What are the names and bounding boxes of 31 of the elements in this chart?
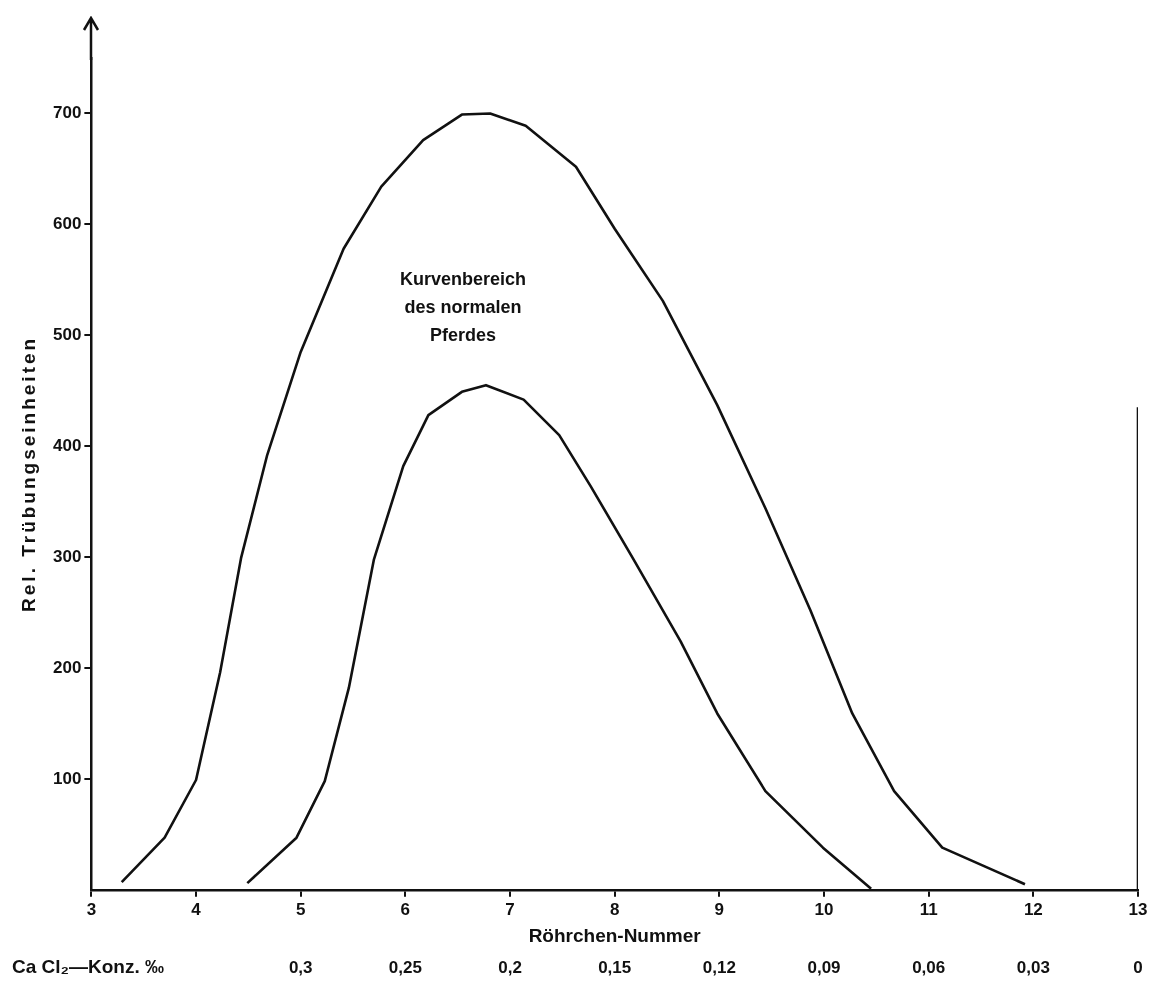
text: 0 <box>1133 957 1143 977</box>
x-axis-title: Röhrchen-Nummer <box>528 924 702 946</box>
y-tick-label: 300 <box>52 546 82 566</box>
x-tick-label: 8 <box>609 899 620 919</box>
x-tick-label: 10 <box>814 899 834 919</box>
x-tick-label: 11 <box>919 899 938 919</box>
x-tick-label: 7 <box>505 899 515 919</box>
x-tick-label: 6 <box>400 899 411 919</box>
y-tick-label: 600 <box>52 214 82 234</box>
y-axis-title: Rel. Trübungseinheiten <box>18 335 40 612</box>
text: 0,12 <box>702 957 736 977</box>
y-tick-label: 500 <box>52 324 82 344</box>
x-tick-label: 9 <box>714 899 725 919</box>
text: 0,25 <box>388 957 422 977</box>
x-tick-label: 4 <box>191 899 202 919</box>
y-tick-label: 700 <box>52 103 82 123</box>
x-tick-label: 3 <box>86 899 97 919</box>
text: Ca Cl₂—Konz. ‰ <box>12 956 164 978</box>
x-tick-label: 12 <box>1023 899 1043 919</box>
x-tick-label: 13 <box>1128 899 1148 919</box>
x-tick-label: 5 <box>295 899 306 919</box>
text: 0,15 <box>598 957 632 977</box>
text: 0,06 <box>912 957 946 977</box>
text: 0,03 <box>1016 957 1050 977</box>
text: 0,09 <box>807 957 841 977</box>
y-tick-label: 200 <box>52 657 82 677</box>
y-tick-label: 400 <box>52 435 82 455</box>
y-tick-label: 100 <box>52 768 82 788</box>
text: 0,3 <box>288 957 313 977</box>
text: 0,2 <box>498 957 522 977</box>
annotation: Kurvenbereich des normalen Pferdes <box>399 268 526 345</box>
